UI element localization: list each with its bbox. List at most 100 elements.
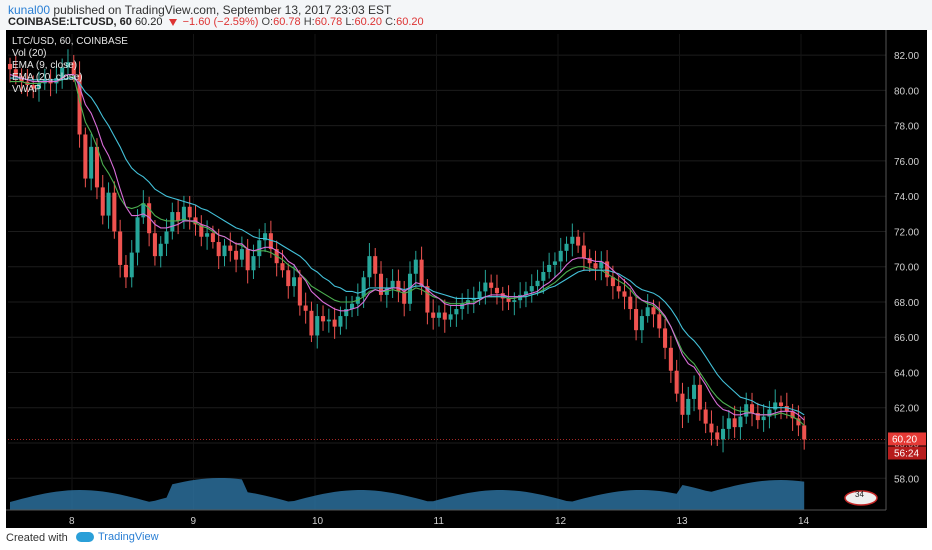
candle [36, 83, 42, 89]
candle [245, 249, 250, 271]
close-label: C: [385, 16, 397, 28]
candle [257, 240, 262, 257]
low-value: 60.20 [354, 16, 383, 28]
legend-symbol: LTC/USD, 60, COINBASE [12, 36, 128, 47]
candle [141, 203, 146, 218]
tradingview-logo[interactable]: TradingView [76, 531, 159, 543]
candle [442, 312, 447, 320]
candle [100, 187, 105, 216]
price-chart[interactable]: 58.0060.0062.0064.0066.0068.0070.0072.00… [6, 30, 927, 528]
candle [268, 233, 273, 250]
candle [518, 294, 523, 301]
y-tick-label: 64.00 [894, 368, 919, 379]
y-tick-label: 62.00 [894, 404, 919, 415]
indicator-legend: LTC/USD, 60, COINBASE Vol (20) EMA (9, c… [12, 36, 128, 96]
candle [494, 287, 499, 294]
candle [680, 393, 685, 415]
candle [123, 264, 128, 278]
candle [413, 259, 418, 274]
candle [634, 309, 639, 331]
candle [332, 319, 337, 327]
candle [135, 217, 140, 253]
candle [663, 328, 668, 348]
candle [390, 280, 395, 288]
down-arrow-icon [168, 18, 177, 26]
price-change: −1.60 (−2.59%) [182, 16, 259, 28]
candle [344, 309, 349, 317]
candle [796, 418, 801, 426]
candle [703, 409, 708, 424]
candle [686, 398, 691, 415]
x-tick-label: 13 [677, 516, 689, 527]
candle [576, 236, 581, 246]
candle [802, 425, 807, 440]
quote-line: COINBASE:LTCUSD, 60 60.20 −1.60 (−2.59%)… [8, 16, 424, 28]
published-text: published on TradingView.com, September … [53, 3, 392, 17]
candle [454, 309, 459, 315]
candle [558, 250, 563, 262]
candle [222, 245, 227, 257]
candle [158, 243, 163, 257]
candle [570, 236, 575, 244]
candle [419, 259, 424, 287]
volume-badge-value: 34 [855, 490, 864, 499]
candle [535, 280, 540, 287]
candle [523, 291, 528, 295]
candle [251, 256, 256, 271]
candle [645, 307, 650, 317]
candle [605, 261, 610, 278]
candle [436, 312, 442, 318]
legend-volume: Vol (20) [12, 48, 47, 59]
candle [657, 314, 662, 329]
x-tick-label: 9 [191, 516, 197, 527]
candle [709, 423, 714, 433]
candle [71, 62, 76, 75]
candle [431, 312, 436, 318]
candle [674, 370, 679, 394]
legend-vwap: VWAP [12, 84, 42, 95]
candle [83, 134, 88, 179]
candle [89, 146, 94, 179]
candle [373, 256, 378, 274]
author-link[interactable]: kunal00 [8, 3, 51, 17]
open-value: 60.78 [273, 16, 301, 28]
candle [778, 402, 784, 406]
low-label: L: [345, 16, 355, 28]
y-tick-label: 70.00 [894, 263, 919, 274]
candle [338, 316, 343, 327]
last-price-value: 60.20 [892, 434, 917, 445]
legend-ema20: EMA (20, close) [12, 72, 83, 83]
candle [506, 298, 511, 302]
candle [628, 296, 633, 310]
open-label: O: [261, 16, 274, 28]
candle [187, 206, 192, 218]
candle [7, 63, 13, 70]
candle [773, 402, 778, 410]
candle [65, 62, 70, 68]
x-tick-label: 12 [555, 516, 567, 527]
candle [170, 212, 175, 232]
x-tick-label: 10 [312, 516, 324, 527]
candle [147, 203, 152, 234]
candle [54, 78, 59, 84]
candle [118, 231, 123, 265]
candle [367, 256, 372, 278]
y-tick-label: 80.00 [894, 86, 919, 97]
chart-area[interactable]: 58.0060.0062.0064.0066.0068.0070.0072.00… [6, 30, 927, 528]
candle [239, 249, 244, 260]
candle [483, 282, 488, 292]
candle [19, 76, 24, 82]
candle [460, 303, 465, 310]
y-tick-label: 76.00 [894, 157, 919, 168]
tradingview-brand: TradingView [98, 531, 159, 543]
candle [552, 261, 557, 265]
candle [152, 233, 157, 257]
candle [210, 233, 215, 243]
candle [31, 85, 36, 89]
candle [60, 67, 65, 79]
candle [303, 305, 308, 311]
cloud-icon [76, 532, 94, 543]
candle [164, 231, 169, 244]
candle [263, 233, 268, 241]
candle [547, 264, 552, 272]
